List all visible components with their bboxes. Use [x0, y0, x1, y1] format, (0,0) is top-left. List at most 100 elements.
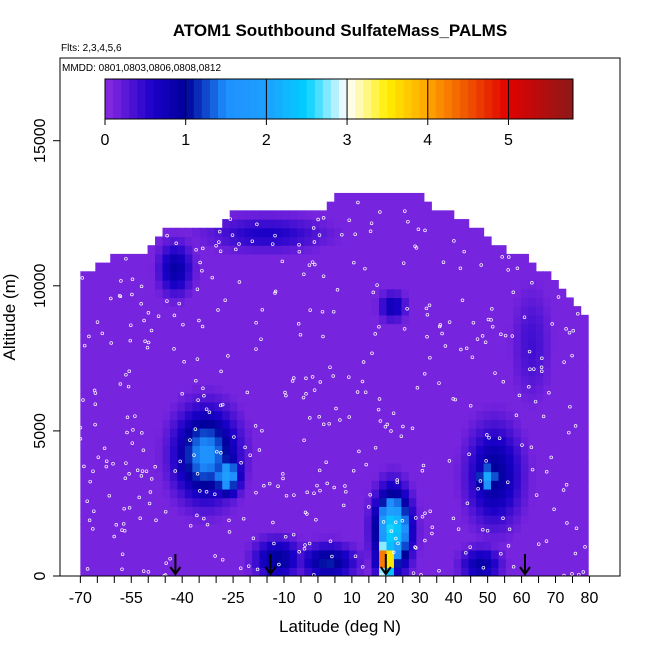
heatmap-cell [244, 280, 253, 290]
heatmap-cell [379, 358, 388, 368]
heatmap-cell [296, 219, 305, 229]
heatmap-cell [438, 506, 447, 516]
heatmap-cell [169, 227, 179, 238]
heatmap-cell [319, 558, 328, 568]
heatmap-cell [349, 271, 358, 281]
heatmap-cell [535, 541, 544, 551]
heatmap-cell [498, 393, 507, 403]
heatmap-cell [296, 262, 305, 272]
heatmap-cell [311, 262, 320, 272]
heatmap-cell [558, 532, 567, 542]
track-point [368, 229, 373, 234]
heatmap-cell [222, 271, 231, 281]
heatmap-cell [274, 367, 283, 377]
heatmap-cell [401, 401, 410, 412]
heatmap-cell [87, 358, 96, 368]
heatmap-cell [117, 480, 126, 490]
heatmap-cell [80, 532, 89, 542]
track-point [163, 573, 168, 576]
heatmap-cell [95, 488, 104, 499]
heatmap-cell [535, 454, 544, 464]
heatmap-cell [311, 419, 320, 429]
heatmap-cell [364, 462, 373, 473]
heatmap-cell [147, 340, 156, 351]
heatmap-cell [125, 358, 134, 368]
heatmap-cell [341, 297, 350, 307]
heatmap-cell [341, 393, 350, 403]
heatmap-cell [110, 515, 119, 525]
heatmap-cell [125, 436, 134, 447]
heatmap-cell [401, 280, 410, 290]
heatmap-cell [281, 280, 291, 290]
x-tick-label: -55 [120, 590, 143, 607]
heatmap-cell [281, 401, 291, 412]
heatmap-cell [431, 332, 440, 342]
heatmap-cell [580, 549, 589, 560]
heatmap-cell [319, 541, 328, 551]
heatmap-cell [446, 210, 455, 220]
heatmap-cell [252, 462, 261, 473]
heatmap-cell [349, 436, 358, 447]
heatmap-cell [461, 558, 470, 568]
heatmap-cell [132, 297, 141, 307]
heatmap-cell [505, 297, 515, 307]
heatmap-cell [289, 541, 298, 551]
heatmap-cell [177, 280, 186, 290]
heatmap-cell [371, 288, 380, 299]
heatmap-cell [565, 349, 574, 359]
heatmap-cell [319, 506, 328, 516]
heatmap-cell [222, 280, 231, 290]
x-tick-label: 60 [513, 590, 531, 607]
heatmap-cell [408, 445, 417, 455]
track-point [385, 422, 390, 427]
heatmap-cell [528, 410, 537, 420]
heatmap-cell [356, 375, 365, 386]
heatmap-cell [274, 471, 283, 481]
heatmap-cell [155, 480, 164, 490]
heatmap-cell [222, 375, 231, 386]
track-point [356, 200, 360, 205]
heatmap-cell [341, 445, 350, 455]
heatmap-cell [543, 428, 552, 438]
heatmap-cell [565, 384, 574, 394]
track-point [347, 415, 351, 419]
heatmap-cell [214, 236, 223, 246]
heatmap-cell [192, 445, 201, 455]
heatmap-cell [267, 445, 276, 455]
track-point [276, 484, 280, 488]
heatmap-cell [214, 462, 223, 473]
heatmap-cell [386, 480, 395, 490]
heatmap-cell [371, 401, 380, 412]
heatmap-cell [207, 332, 216, 342]
heatmap-cell [140, 401, 149, 412]
heatmap-cell [543, 367, 552, 377]
heatmap-cell [214, 384, 223, 394]
heatmap-cell [461, 393, 470, 403]
track-point [82, 464, 86, 469]
heatmap-cell [498, 401, 507, 412]
heatmap-cell [110, 288, 119, 299]
heatmap-cell [476, 384, 485, 394]
heatmap-cell [431, 306, 440, 316]
heatmap-cell [80, 488, 89, 499]
heatmap-cell [408, 236, 417, 246]
heatmap-cell [505, 280, 515, 290]
heatmap-cell [140, 549, 149, 560]
track-point [401, 261, 406, 265]
heatmap-cell [117, 332, 126, 342]
heatmap-cell [147, 454, 156, 464]
heatmap-cell [379, 401, 388, 412]
heatmap-cell [311, 227, 320, 238]
heatmap-cell [326, 558, 335, 568]
heatmap-cell [416, 541, 425, 551]
track-point [180, 392, 184, 396]
heatmap-cell [169, 306, 179, 316]
heatmap-cell [356, 480, 365, 490]
heatmap-cell [252, 436, 261, 447]
heatmap-cell [207, 280, 216, 290]
track-point [172, 347, 176, 351]
heatmap-cell [423, 428, 432, 438]
heatmap-cell [349, 349, 358, 359]
heatmap-cell [364, 192, 373, 203]
heatmap-cell [207, 401, 216, 412]
